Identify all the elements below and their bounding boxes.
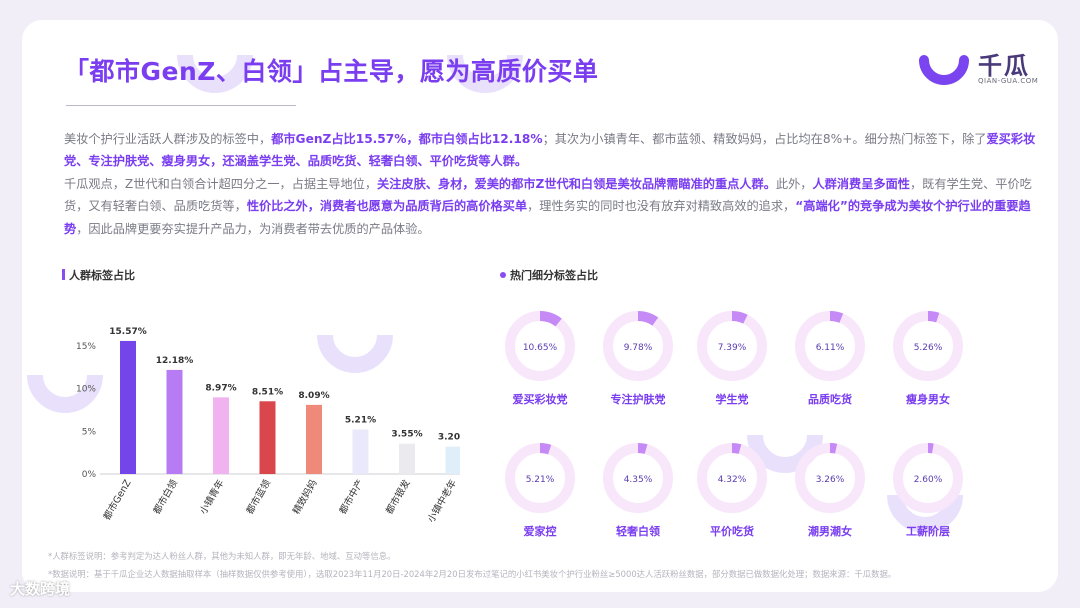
donut-value-label: 7.39% [718, 343, 747, 353]
text-span: 此外， [775, 176, 813, 191]
text-span: ，既有学生党、平价吃货，又有轻奢白领、品质吃货等， [64, 176, 1032, 214]
bar [445, 446, 460, 474]
label-marker [500, 272, 506, 278]
segment-donut-charts: 10.65% 爱买彩妆党 9.78% 专注护肤党 7.39% 学生党 6.11% 品质吃货 5.… [505, 311, 963, 538]
donut-chart-label: 热门细分标签占比 [500, 267, 598, 283]
bar-value-label: 8.97% [205, 383, 236, 393]
donut-segment [603, 443, 673, 513]
highlight-span: 爱买彩妆党、专注护肤党、瘦身男女，还涵盖学生党、品质吃货、轻奢白领、平价吃货等人… [64, 132, 1036, 169]
text-span: ，因此品牌更要夯实提升产品力，为消费者带去优质的产品体验。 [76, 221, 430, 236]
donut-value-label: 2.60% [914, 475, 943, 485]
summary-text: 美妆个护行业活跃人群涉及的标签中，都市GenZ占比15.57%，都市白领占比12… [64, 128, 1036, 240]
bar-value-label: 8.09% [298, 391, 329, 401]
x-category-label: 小镇青年 [197, 477, 227, 516]
bar [352, 429, 369, 474]
summary-paragraph-2: 千瓜观点，Z世代和白领合计超四分之一，占据主导地位，关注皮肤、身材，爱美的都市Z… [64, 173, 1036, 240]
donut-category-label: 爱家控 [524, 524, 557, 538]
donut-segment [697, 443, 767, 513]
donut-segment [795, 443, 865, 513]
donut-category-label: 平价吃货 [710, 524, 754, 538]
bar [259, 401, 276, 474]
bar-value-label: 12.18% [156, 356, 194, 366]
bar-value-label: 5.21% [345, 415, 376, 425]
y-tick-label: 0% [82, 470, 97, 480]
x-category-label: 都市白领 [151, 477, 181, 516]
donut-category-label: 工薪阶层 [906, 524, 950, 538]
donut-segment [795, 311, 865, 381]
x-category-label: 都市中产 [337, 478, 366, 517]
bar-value-label: 8.51% [252, 387, 283, 397]
donut-value-label: 4.32% [718, 475, 747, 485]
donut-chart-label-text: 热门细分标签占比 [510, 269, 598, 282]
donut-category-label: 学生党 [716, 392, 749, 406]
donut-value-label: 3.26% [816, 475, 845, 485]
donut-category-label: 瘦身男女 [906, 392, 950, 406]
logo-ring-icon [919, 55, 969, 85]
donut-category-label: 品质吃货 [808, 392, 852, 406]
donut-value-label: 6.11% [816, 343, 845, 353]
population-bar-chart: 0% 5% 10% 15% 15.57% 都市GenZ 12.18% 都市白领 8.97% 小镇青… [76, 327, 460, 525]
x-category-label: 小镇中老年 [425, 477, 459, 525]
donut-category-label: 爱买彩妆党 [513, 392, 568, 406]
highlight-span: 关注皮肤、身材，爱美的都市Z世代和白领是美妆品牌需瞄准的重点人群。 [377, 176, 776, 191]
page-title: 「都市GenZ、白领」占主导，愿为高质价买单 [64, 57, 599, 86]
bar [399, 443, 415, 474]
donut-segment [505, 311, 575, 381]
bar [306, 404, 322, 474]
text-span: 美妆个护行业活跃人群涉及的标签中， [64, 132, 272, 146]
footnote-2: *数据说明：基于千瓜企业达人数据抽取样本（抽样数据仅供参考使用），选取2023年… [48, 569, 897, 579]
y-tick-label: 5% [82, 427, 97, 437]
text-span: ；其次为小镇青年、都市蓝领、精致妈妈，占比均在8%+。细分热门标签下，除了 [542, 132, 987, 146]
donut-segment [697, 311, 767, 381]
bar-value-label: 3.55% [391, 430, 422, 440]
footnote-1: *人群标签说明：参考判定为达人粉丝人群，其他为未知人群，即无年龄、地域、互动等信… [48, 551, 396, 561]
logo-url: QIAN-GUA.COM [978, 77, 1039, 85]
highlight-span: “高端化”的竞争成为美妆个护行业的重要趋势 [64, 199, 1031, 236]
donut-segment [893, 443, 963, 513]
bar [166, 369, 183, 474]
donut-segment [893, 311, 963, 381]
text-span: 千瓜观点，Z世代和白领合计超四分之一，占据主导地位， [64, 176, 378, 191]
report-card [22, 20, 1058, 592]
bar-value-label: 3.20% [438, 433, 460, 443]
donut-value-label: 9.78% [624, 343, 653, 353]
y-tick-label: 10% [76, 385, 96, 395]
donut-category-label: 轻奢白领 [616, 524, 660, 538]
highlight-span: 人群消费呈多面性 [812, 176, 910, 191]
donut-segment [505, 443, 575, 513]
bar-chart-label: 人群标签占比 [62, 267, 135, 283]
donut-value-label: 4.35% [624, 475, 653, 485]
x-category-label: 都市GenZ [101, 477, 134, 522]
highlight-span: 性价比之外，消费者也愿意为品质背后的高价格买单 [246, 199, 528, 214]
donut-value-label: 5.26% [914, 343, 943, 353]
logo-name: 千瓜 [978, 52, 1030, 80]
donut-value-label: 5.21% [526, 475, 555, 485]
bar [120, 340, 136, 474]
x-category-label: 精致妈妈 [290, 478, 319, 517]
bar-value-label: 15.57% [109, 327, 147, 337]
x-category-label: 都市银发 [383, 477, 413, 516]
y-tick-label: 15% [76, 342, 96, 352]
donut-segment [603, 311, 673, 381]
text-span: ，理性务实的同时也没有放弃对精致高效的追求， [527, 199, 796, 214]
donut-category-label: 专注护肤党 [611, 392, 666, 406]
brand-logo: 千瓜 QIAN-GUA.COM [916, 44, 1046, 94]
bar [213, 397, 229, 474]
donut-category-label: 潮男潮女 [808, 524, 852, 538]
title-divider [66, 105, 296, 106]
bar-chart-label-text: 人群标签占比 [69, 269, 135, 282]
donut-value-label: 10.65% [523, 343, 558, 353]
highlight-span: 都市GenZ占比15.57%，都市白领占比12.18% [271, 132, 543, 146]
brand-watermark: 大数跨境 [10, 580, 71, 598]
x-category-label: 都市蓝领 [244, 477, 274, 516]
label-marker [62, 269, 65, 280]
summary-paragraph-1: 美妆个护行业活跃人群涉及的标签中，都市GenZ占比15.57%，都市白领占比12… [64, 128, 1036, 173]
